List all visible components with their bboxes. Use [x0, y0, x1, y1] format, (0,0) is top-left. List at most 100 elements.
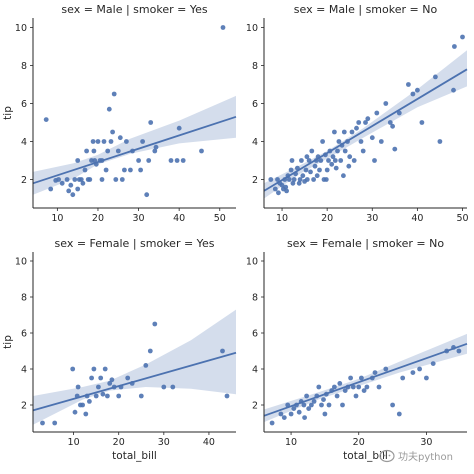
regression-line	[263, 342, 468, 417]
y-tick-label: 8	[21, 61, 27, 72]
x-tick-label: 10	[68, 437, 80, 448]
y-tick-label: 6	[21, 99, 27, 110]
confidence-band	[33, 309, 236, 425]
data-point	[95, 139, 101, 144]
regression-line	[263, 68, 468, 192]
data-point	[52, 420, 58, 426]
data-point	[43, 117, 49, 122]
data-point	[276, 190, 281, 196]
data-point	[108, 139, 114, 144]
data-point	[359, 375, 364, 381]
data-point	[72, 409, 78, 415]
data-point	[299, 158, 304, 163]
data-point	[309, 148, 315, 154]
wechat-bubble-icon	[379, 449, 395, 463]
data-point	[90, 139, 96, 144]
data-point	[358, 139, 364, 144]
data-point	[275, 177, 280, 182]
data-point	[415, 87, 420, 93]
data-point	[147, 348, 153, 354]
data-point	[269, 420, 275, 426]
y-tick-label: 2	[252, 175, 258, 186]
data-point	[176, 125, 182, 131]
data-point	[199, 148, 204, 154]
x-tick-label: 20	[113, 437, 125, 448]
data-point	[80, 402, 85, 408]
data-point	[417, 366, 422, 372]
data-point	[372, 370, 378, 375]
data-point	[342, 388, 348, 393]
data-point	[374, 110, 380, 116]
data-point	[72, 177, 78, 182]
x-tick-label: 10	[51, 213, 63, 224]
data-point	[390, 402, 395, 408]
data-point	[75, 158, 81, 163]
data-point	[146, 158, 152, 163]
data-point	[161, 384, 167, 390]
data-point	[369, 135, 375, 141]
x-tick-label: 20	[92, 213, 104, 224]
data-point	[460, 34, 465, 40]
data-point	[311, 177, 316, 182]
data-point	[224, 393, 230, 399]
data-point	[101, 139, 107, 144]
data-point	[332, 129, 337, 135]
y-tick-label: 10	[246, 23, 258, 34]
data-point	[107, 381, 113, 386]
data-point	[59, 180, 65, 186]
y-axis-label: tip	[2, 106, 14, 120]
panel-title: sex = Female | smoker = Yes	[55, 237, 215, 250]
data-point	[124, 139, 129, 144]
data-point	[376, 384, 382, 390]
panel-3: sex = Female | smoker = Yes 10 20 30 40 2 4 6 8 1…	[2, 237, 237, 462]
y-tick-label: 6	[21, 329, 27, 340]
scatter-points	[40, 321, 230, 426]
data-point	[354, 125, 359, 131]
regression-line	[32, 115, 237, 185]
data-point	[360, 148, 366, 154]
y-tick-label: 8	[252, 293, 258, 304]
scatter-points	[43, 25, 226, 198]
y-tick-label: 2	[21, 175, 27, 186]
data-point	[91, 366, 97, 372]
data-point	[96, 384, 101, 390]
data-point	[170, 384, 176, 390]
y-tick-label: 10	[15, 23, 27, 34]
x-tick-label: 20	[321, 213, 333, 224]
data-point	[390, 123, 395, 129]
watermark: 功夫python	[379, 449, 453, 463]
data-point	[301, 402, 307, 408]
data-point	[115, 148, 121, 154]
y-tick-label: 2	[21, 401, 27, 412]
data-point	[433, 74, 438, 80]
data-point	[410, 91, 416, 97]
confidence-band	[33, 95, 236, 195]
data-point	[279, 182, 285, 188]
x-tick-label: 30	[133, 213, 145, 224]
data-point	[311, 399, 317, 404]
x-tick-label: 50	[456, 213, 468, 224]
data-point	[278, 411, 284, 417]
y-axis-label: tip	[2, 335, 14, 349]
data-point	[300, 173, 306, 179]
data-point	[127, 167, 133, 173]
data-point	[396, 411, 402, 417]
data-point	[302, 415, 307, 420]
data-point	[326, 158, 331, 163]
data-point	[138, 393, 144, 399]
data-point	[351, 158, 357, 163]
data-point	[309, 402, 314, 408]
data-point	[180, 158, 186, 163]
data-point	[111, 91, 117, 97]
data-point	[153, 144, 159, 150]
data-point	[306, 406, 312, 411]
panel-1: sex = Male | smoker = Yes 10 20 30 40 50 2 4 6 8 1…	[2, 3, 237, 224]
data-point	[148, 120, 154, 125]
data-point	[308, 169, 313, 175]
data-point	[363, 120, 368, 125]
data-point	[304, 177, 310, 182]
data-point	[272, 186, 278, 192]
data-point	[337, 381, 343, 386]
data-point	[346, 163, 352, 169]
